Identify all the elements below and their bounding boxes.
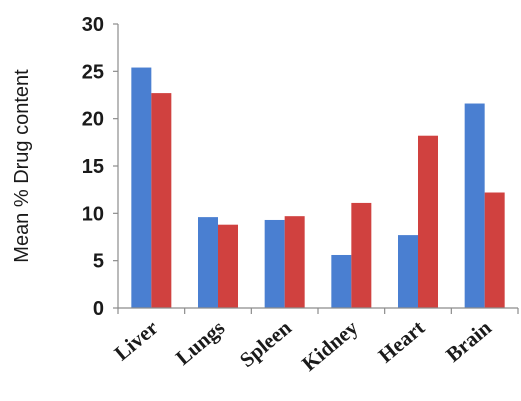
bar-kidney-series-1: [331, 254, 352, 308]
x-ticks-group: Liver Lungs Spleen Kidney Heart Brain: [110, 308, 519, 376]
y-tick-label: 15: [82, 156, 104, 178]
bar-spleen-series-2: [284, 216, 305, 308]
bar-lungs-series-2: [218, 224, 238, 308]
y-tick-label: 0: [93, 298, 104, 320]
bar-kidney-series-2: [351, 202, 372, 308]
bar-spleen-series-1: [264, 219, 285, 308]
bar-liver-series-2: [151, 93, 172, 309]
x-tick-label-lungs: Lungs: [171, 315, 229, 369]
bar-lungs-series-1: [198, 217, 218, 308]
bar-heart-series-1: [398, 235, 418, 308]
x-tick-label-spleen: Spleen: [235, 315, 296, 372]
y-axis-title: Mean % Drug content: [11, 69, 33, 263]
bar-liver-series-1: [131, 67, 152, 309]
x-tick-label-brain: Brain: [441, 315, 496, 367]
bar-brain-series-2: [484, 192, 505, 308]
y-tick-label: 10: [82, 203, 104, 225]
y-tick-label: 5: [93, 251, 104, 273]
y-tick-label: 30: [82, 14, 104, 36]
y-tick-label: 25: [82, 61, 104, 83]
y-ticks-group: 0 5 10 15 20 25 30: [82, 14, 118, 320]
bar-heart-series-2: [418, 135, 438, 308]
y-tick-label: 20: [82, 109, 104, 131]
x-tick-label-kidney: Kidney: [297, 315, 363, 376]
bars-group: [131, 67, 505, 309]
bar-brain-series-1: [464, 103, 485, 309]
x-tick-label-heart: Heart: [374, 315, 430, 367]
x-tick-label-liver: Liver: [110, 315, 163, 365]
